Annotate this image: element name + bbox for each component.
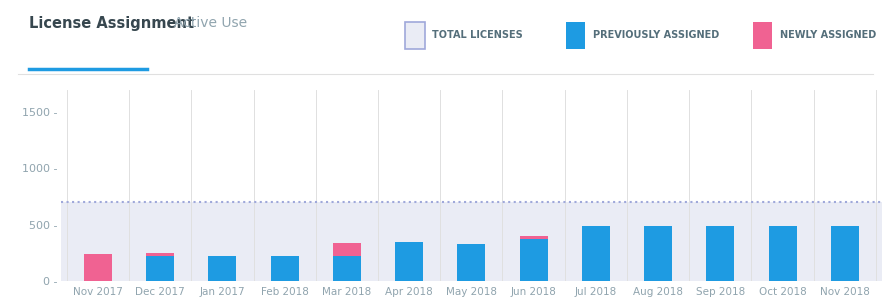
Bar	[395, 242, 423, 281]
Bar	[769, 226, 797, 281]
Text: License Assignment: License Assignment	[29, 16, 194, 31]
Bar	[146, 256, 174, 281]
Text: PREVIOUSLY ASSIGNED: PREVIOUSLY ASSIGNED	[593, 30, 719, 40]
Bar	[333, 256, 361, 281]
Bar	[457, 244, 486, 281]
Bar	[84, 254, 112, 281]
Bar	[519, 236, 548, 239]
Bar	[753, 22, 772, 48]
Bar	[333, 243, 361, 256]
Bar	[582, 226, 609, 281]
Bar	[707, 226, 734, 281]
Text: NEWLY ASSIGNED: NEWLY ASSIGNED	[780, 30, 876, 40]
Bar	[405, 22, 425, 48]
Bar	[271, 256, 298, 281]
Bar	[61, 202, 882, 281]
Text: TOTAL LICENSES: TOTAL LICENSES	[432, 30, 523, 40]
Bar	[566, 22, 585, 48]
Bar	[644, 226, 672, 281]
Bar	[830, 226, 859, 281]
Bar	[146, 253, 174, 256]
Text: Active Use: Active Use	[174, 16, 247, 30]
Bar	[208, 256, 236, 281]
Bar	[519, 239, 548, 281]
